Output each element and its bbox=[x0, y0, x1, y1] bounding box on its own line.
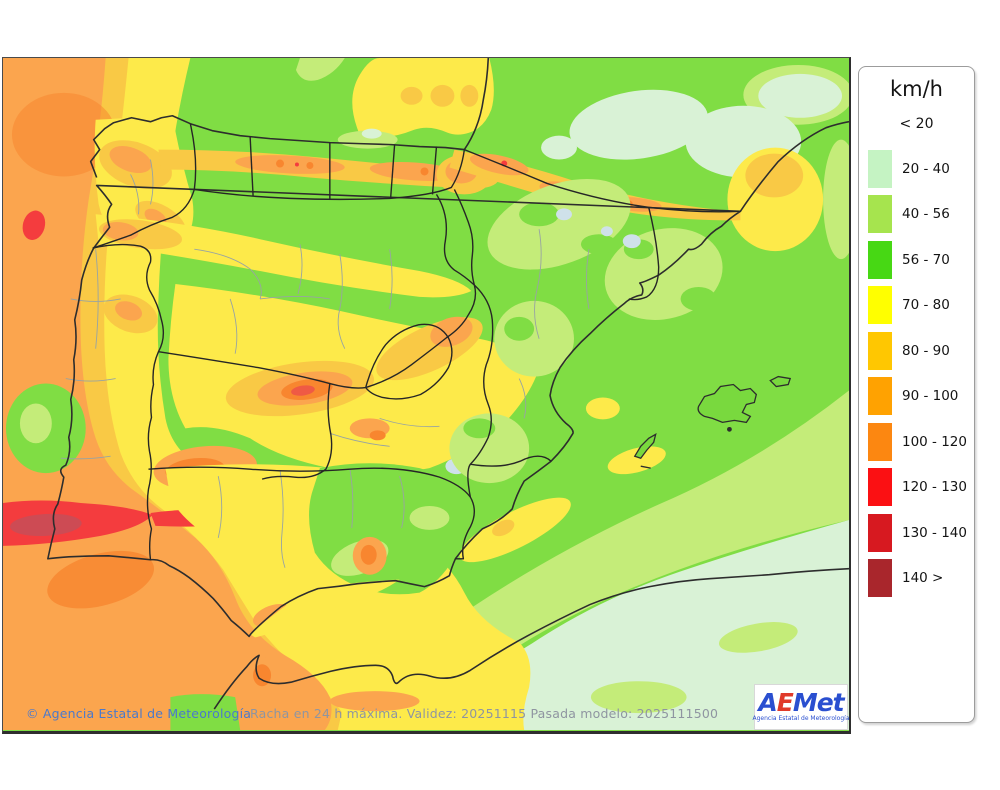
legend-row: 120 - 130 bbox=[859, 465, 974, 511]
logo-letter-a: A bbox=[758, 688, 777, 717]
legend-label: 20 - 40 bbox=[902, 160, 950, 177]
aemet-wordmark: AEMet bbox=[758, 688, 845, 717]
legend-row: 20 - 40 bbox=[859, 146, 974, 192]
legend-swatch bbox=[868, 195, 892, 234]
legend-row: 40 - 56 bbox=[859, 192, 974, 238]
legend-swatch bbox=[868, 422, 892, 461]
legend-swatch bbox=[868, 286, 892, 325]
legend-label: 120 - 130 bbox=[902, 479, 967, 496]
legend-row: 80 - 90 bbox=[859, 328, 974, 374]
region-borders bbox=[92, 123, 741, 560]
france-atlantic-coast bbox=[463, 58, 490, 151]
central-plateau-bands bbox=[5, 283, 540, 491]
map-canvas: © Agencia Estatal de Meteorología Racha … bbox=[2, 57, 851, 734]
aemet-logo: AEMet Agencia Estatal de Meteorología bbox=[752, 684, 850, 730]
mallorca-island bbox=[697, 383, 758, 424]
legend-row: 100 - 120 bbox=[859, 419, 974, 465]
legend-label: 100 - 120 bbox=[902, 433, 967, 450]
formentera-island bbox=[640, 465, 651, 469]
spain-wind-map bbox=[3, 58, 849, 731]
copyright-text: © Agencia Estatal de Meteorología bbox=[26, 706, 252, 721]
menorca-island bbox=[769, 375, 792, 388]
legend-swatch bbox=[868, 513, 892, 552]
east-valleys bbox=[449, 178, 723, 484]
legend-label: 56 - 70 bbox=[902, 251, 950, 268]
legend-label: 130 - 140 bbox=[902, 524, 967, 541]
legend-first-label: < 20 bbox=[899, 116, 934, 132]
legend-row: 56 - 70 bbox=[859, 237, 974, 283]
spain-france-border bbox=[464, 148, 741, 213]
map-status-text: Racha en 24 h máxima. Validez: 20251115 … bbox=[250, 706, 719, 721]
legend-label: 90 - 100 bbox=[902, 388, 959, 405]
legend-label: 40 - 56 bbox=[902, 206, 950, 223]
legend-row: 130 - 140 bbox=[859, 510, 974, 556]
legend-swatch bbox=[868, 331, 892, 370]
iberia-east-south-west-coast bbox=[47, 184, 742, 638]
legend-label: 140 > bbox=[902, 570, 944, 587]
africa-coastline bbox=[213, 567, 849, 710]
province-borders bbox=[60, 159, 590, 568]
legend-title: km/h bbox=[889, 77, 943, 101]
spain-portugal-border bbox=[92, 243, 165, 560]
logo-letter-e: E bbox=[776, 688, 794, 717]
balearic-islands bbox=[633, 375, 792, 469]
legend-swatch bbox=[868, 377, 892, 416]
legend-swatch bbox=[868, 240, 892, 279]
legend-row: 140 > bbox=[859, 556, 974, 602]
wind-speed-legend: km/h < 20 20 - 40 40 - 56 56 - 70 70 - 8… bbox=[858, 66, 975, 723]
aemet-logo-subtitle: Agencia Estatal de Meteorología bbox=[752, 715, 850, 722]
legend-label: 80 - 90 bbox=[902, 342, 950, 359]
legend-row: 90 - 100 bbox=[859, 374, 974, 420]
cabrera-island bbox=[727, 426, 732, 432]
legend-swatch bbox=[868, 559, 892, 598]
france-med-coast bbox=[739, 120, 849, 212]
logo-letters-met: Met bbox=[792, 688, 845, 717]
ibiza-island bbox=[633, 433, 657, 459]
andalucia-bands bbox=[165, 458, 468, 638]
legend-swatch bbox=[868, 468, 892, 507]
legend-label: 70 - 80 bbox=[902, 297, 950, 314]
legend-swatch bbox=[868, 149, 892, 188]
legend-row: 70 - 80 bbox=[859, 283, 974, 329]
legend-rows: 20 - 40 40 - 56 56 - 70 70 - 80 80 - 90 … bbox=[859, 146, 974, 601]
